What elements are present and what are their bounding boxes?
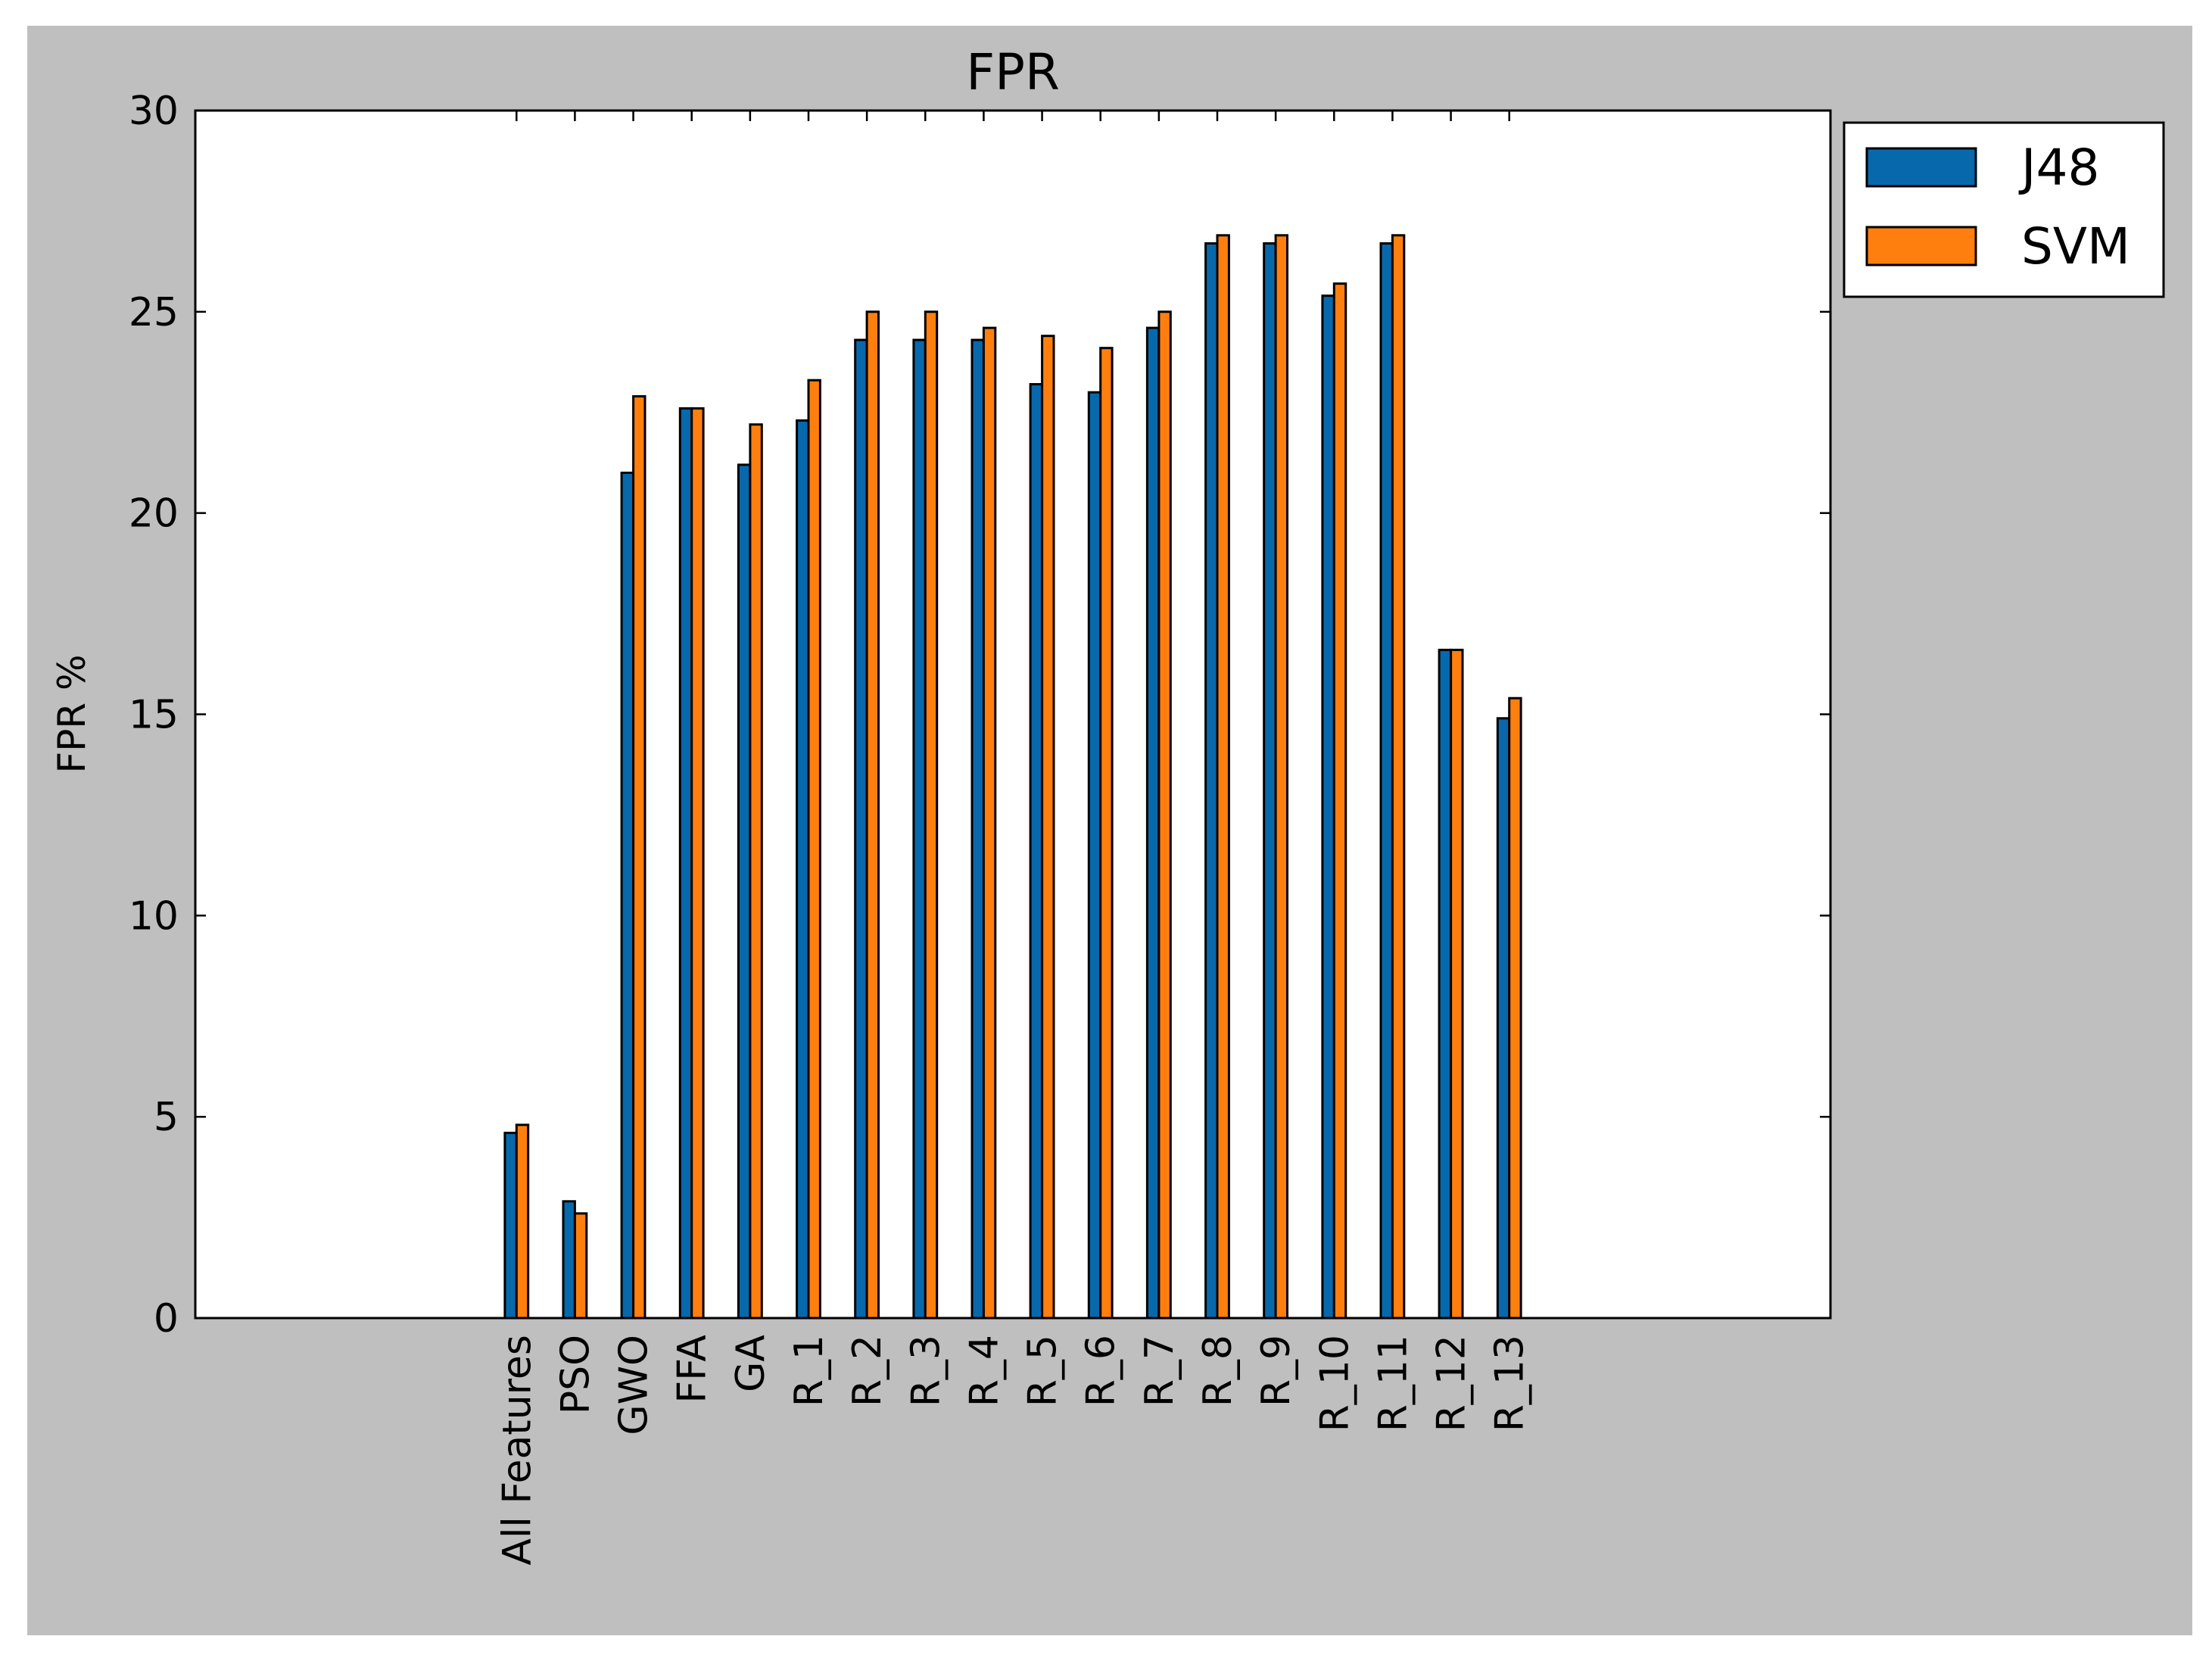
x-tick-label-pso: PSO [553,1335,598,1414]
x-tick-label-r-4: R_4 [961,1335,1007,1407]
chart-title: FPR [966,43,1060,101]
bar-j48-all-features [503,1131,518,1320]
plot-frame [194,109,1832,1320]
x-tick-label-gwo: GWO [612,1335,657,1435]
bar-svm-r-12 [1450,648,1464,1320]
x-tick-label-r-6: R_6 [1079,1335,1124,1407]
y-tick-label-25: 25 [129,290,179,335]
bar-svm-r-11 [1391,234,1406,1320]
x-tick-label-r-1: R_1 [787,1335,832,1407]
x-tick-label-r-2: R_2 [845,1335,890,1407]
bar-svm-ga [749,423,763,1320]
y-tick-label-20: 20 [129,491,179,537]
plot-area [195,111,1830,1318]
x-tick-label-r-11: R_11 [1370,1335,1416,1432]
bar-j48-r-10 [1321,295,1335,1320]
bar-j48-r-5 [1029,383,1043,1320]
y-tick-label-30: 30 [129,89,179,134]
x-tick-label-r-10: R_10 [1312,1335,1357,1432]
bar-svm-r-3 [924,310,939,1320]
bar-j48-pso [562,1200,576,1320]
bar-j48-ga [737,463,752,1320]
y-axis-label: FPR % [50,654,94,773]
x-tick-label-ga: GA [728,1335,774,1392]
bar-j48-r-1 [796,419,810,1320]
x-tick-label-r-9: R_9 [1254,1335,1299,1407]
x-tick-label-r-3: R_3 [903,1335,949,1407]
bar-svm-r-13 [1508,697,1522,1320]
bar-j48-r-12 [1438,648,1452,1320]
x-tick-label-ffa: FFA [670,1335,715,1404]
bar-svm-ffa [690,407,705,1320]
bar-svm-pso [573,1212,588,1320]
bar-svm-r-2 [865,310,880,1320]
bar-svm-all-features [515,1124,530,1320]
bar-svm-r-8 [1216,234,1230,1320]
bar-j48-r-11 [1379,242,1394,1320]
bar-svm-gwo [632,395,646,1320]
x-tick-label-r-8: R_8 [1195,1335,1241,1407]
bar-svm-r-4 [982,326,997,1320]
bars-layer [503,234,1522,1320]
bar-j48-r-8 [1204,242,1219,1320]
x-tick-label-r-13: R_13 [1488,1335,1533,1432]
bar-svm-r-9 [1274,234,1288,1320]
y-tick-label-15: 15 [129,693,179,738]
bar-svm-r-1 [807,379,821,1320]
y-tick-labels: 0 5 10 15 20 25 30 [129,89,179,1342]
bar-j48-r-9 [1263,242,1277,1320]
x-tick-label-r-7: R_7 [1137,1335,1182,1407]
bar-svm-r-5 [1041,335,1055,1320]
bar-j48-r-2 [854,338,868,1320]
bar-j48-r-7 [1145,326,1161,1320]
legend: J48 SVM [1843,121,2165,298]
bar-j48-r-4 [970,338,985,1320]
legend-label-svm: SVM [2021,217,2130,276]
legend-swatch-j48 [1865,147,1977,188]
y-tick-label-5: 5 [154,1095,179,1140]
bar-j48-gwo [620,472,634,1320]
bar-j48-ffa [678,407,693,1320]
y-tick-label-0: 0 [154,1296,179,1342]
y-tick-label-10: 10 [129,893,179,939]
axis-ticks [195,109,1830,1320]
x-tick-label-r-5: R_5 [1020,1335,1066,1407]
bar-svm-r-7 [1157,310,1172,1320]
bar-svm-r-6 [1099,347,1114,1320]
legend-swatch-svm [1865,226,1977,266]
x-tick-labels: All Features PSO GWO FFA GA R_1 R_2 R_3 R_4 R_5 R_… [494,1335,1532,1566]
x-tick-label-r-12: R_12 [1429,1335,1475,1432]
legend-label-j48: J48 [2018,139,2099,197]
bar-j48-r-6 [1087,391,1102,1320]
bar-j48-r-13 [1496,717,1511,1320]
x-tick-label-all-features: All Features [494,1335,540,1566]
bar-svm-r-10 [1332,282,1347,1320]
bar-j48-r-3 [912,338,927,1320]
